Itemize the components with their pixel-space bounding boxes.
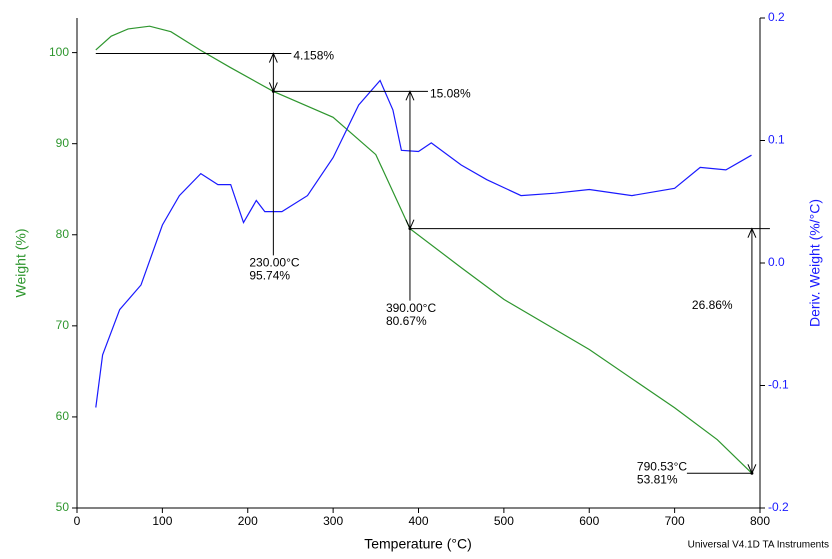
point-marker (408, 227, 412, 231)
point-y-label: 80.67% (386, 314, 427, 328)
y-tick-label: 50 (56, 500, 70, 514)
arrow-head (268, 52, 278, 63)
y-tick-label: 80 (56, 227, 70, 241)
x-tick-label: 500 (494, 514, 514, 528)
x-tick-label: 300 (323, 514, 343, 528)
point-x-label: 230.00°C (249, 256, 300, 270)
step-label: 15.08% (430, 86, 471, 100)
point-y-label: 53.81% (637, 472, 678, 486)
x-tick-label: 400 (408, 514, 428, 528)
x-tick-label: 0 (74, 514, 81, 528)
data-line (95, 25, 753, 474)
y2-tick-label: 0.2 (768, 10, 785, 24)
x-tick-label: 700 (665, 514, 685, 528)
step-label: 26.86% (692, 298, 733, 312)
x-tick-label: 100 (152, 514, 172, 528)
arrow-head (405, 90, 415, 101)
data-line (95, 79, 752, 408)
y-tick-label: 60 (56, 409, 70, 423)
point-marker (750, 471, 754, 475)
y2-axis-label: Deriv. Weight (%/°C) (807, 199, 823, 327)
point-x-label: 790.53°C (637, 459, 688, 473)
point-y-label: 95.74% (249, 269, 290, 283)
y-tick-label: 100 (49, 45, 69, 59)
y2-tick-label: 0.0 (768, 255, 785, 269)
x-tick-label: 800 (750, 514, 770, 528)
point-marker (271, 89, 275, 93)
y-tick-label: 90 (56, 136, 70, 150)
footer: Universal V4.1D TA Instruments (688, 540, 829, 551)
arrow-head (747, 227, 757, 238)
step-label: 4.158% (293, 49, 334, 63)
y2-tick-label: 0.1 (768, 133, 785, 147)
x-tick-label: 600 (579, 514, 599, 528)
point-x-label: 390.00°C (386, 301, 437, 315)
x-tick-label: 200 (238, 514, 258, 528)
x-axis-label: Temperature (°C) (364, 536, 472, 552)
y-tick-label: 70 (56, 318, 70, 332)
y2-tick-label: -0.1 (768, 378, 789, 392)
y-axis-label: Weight (%) (13, 229, 29, 298)
y2-tick-label: -0.2 (768, 500, 789, 514)
